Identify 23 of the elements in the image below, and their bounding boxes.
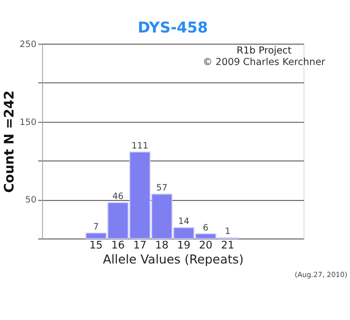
y-tick-label: 250 bbox=[20, 40, 36, 50]
data-label: 7 bbox=[93, 222, 99, 233]
x-tick-label: 20 bbox=[199, 240, 212, 252]
data-label: 111 bbox=[132, 142, 148, 152]
x-tick-label: 18 bbox=[155, 240, 169, 252]
x-tick-label: 17 bbox=[133, 240, 147, 252]
data-label: 57 bbox=[156, 184, 168, 194]
x-tick-label: 16 bbox=[111, 240, 125, 252]
annotation: R1b Project bbox=[236, 45, 292, 56]
y-tick-label: 150 bbox=[20, 118, 36, 128]
data-label: 46 bbox=[112, 192, 124, 202]
text: (Aug.27, 2010) bbox=[294, 270, 348, 280]
x-tick-label: 15 bbox=[89, 240, 103, 252]
x-tick-label: 19 bbox=[177, 240, 190, 252]
data-label: 6 bbox=[202, 223, 209, 234]
y-axis-title: Count N =242 bbox=[2, 90, 18, 193]
x-axis-title: Allele Values (Repeats) bbox=[102, 252, 244, 267]
data-label: 14 bbox=[178, 217, 190, 228]
chart-title: DYS-458 bbox=[138, 18, 208, 36]
data-label: 1 bbox=[224, 227, 230, 238]
y-tick-label: 50 bbox=[25, 196, 36, 206]
annotation: © 2009 Charles Kerchner bbox=[202, 56, 326, 68]
x-tick-label: 21 bbox=[220, 240, 234, 252]
